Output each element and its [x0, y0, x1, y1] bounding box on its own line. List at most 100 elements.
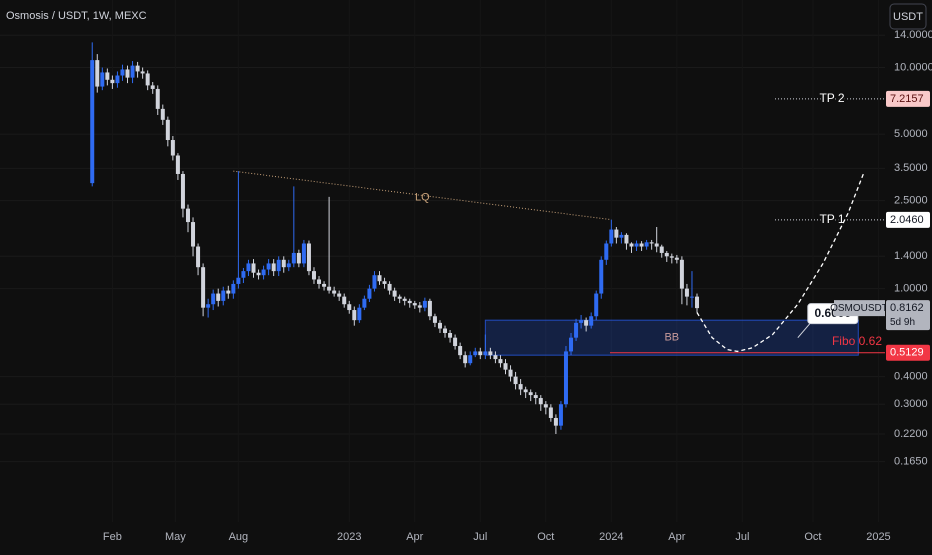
candle-body [241, 271, 246, 278]
candle-body [392, 290, 397, 297]
candle-body [427, 300, 432, 317]
candle-body [684, 288, 689, 297]
candle-body [337, 293, 342, 297]
symbol-tag-label: OSMOUSDT [830, 303, 888, 314]
lq-line [233, 170, 612, 221]
candle-body [387, 283, 392, 291]
x-tick-label: Aug [229, 531, 249, 543]
candle-body [105, 72, 110, 80]
candle-body [493, 355, 498, 360]
projection-path [696, 173, 864, 353]
candle-body [614, 229, 619, 238]
price-tag [886, 344, 930, 361]
candle-body [125, 69, 130, 78]
candle-body [483, 351, 488, 356]
x-tick-label: Oct [804, 531, 821, 543]
candle-body [211, 293, 216, 305]
candle-body [286, 263, 291, 268]
candle-body [251, 263, 256, 273]
candle-body [231, 283, 236, 294]
candle-body [463, 355, 468, 364]
candle-body [533, 395, 538, 399]
candle-body [644, 242, 649, 247]
x-tick-label: Apr [406, 531, 423, 543]
last-price-label: 0.8162 [890, 302, 924, 314]
candle-body [468, 355, 473, 364]
candle-body [236, 277, 241, 284]
y-tick-label: 3.5000 [894, 162, 928, 174]
candle-body [155, 88, 160, 109]
x-tick-label: Oct [537, 531, 554, 543]
candle-body [619, 234, 624, 238]
candle-body [291, 252, 296, 264]
candle-body [382, 281, 387, 284]
zone [484, 319, 859, 356]
candle-body [513, 376, 518, 385]
candle-body [473, 351, 478, 356]
candle-body [634, 243, 639, 247]
candle-body [574, 322, 579, 338]
candle-body [226, 290, 231, 294]
candle-body [407, 300, 412, 304]
candle-body [367, 288, 372, 299]
candle-body [448, 332, 453, 338]
candle-body [584, 320, 589, 326]
chart-title: Osmosis / USDT, 1W, MEXC [6, 10, 147, 22]
candle-body [185, 208, 190, 223]
candle-body [150, 85, 155, 89]
candle-body [135, 65, 140, 72]
candle-body [90, 60, 95, 184]
candle-body [347, 304, 352, 311]
price-tag [886, 211, 930, 228]
candle-body [649, 242, 654, 244]
currency-button[interactable] [889, 3, 927, 30]
y-tick-label: 1.4000 [894, 250, 928, 262]
currency-button-label[interactable]: USDT [893, 11, 923, 23]
candle-body [579, 320, 584, 323]
candle-body [558, 404, 563, 426]
y-tick-label: 0.1650 [894, 456, 928, 468]
candle-body [397, 296, 402, 299]
candle-body [95, 60, 100, 87]
candle-body [256, 272, 261, 276]
candle-body [357, 307, 362, 321]
y-tick-label: 5.0000 [894, 128, 928, 140]
candle-body [246, 263, 251, 272]
candle-body [669, 256, 674, 258]
candle-body [276, 259, 281, 272]
candle-body [689, 296, 694, 298]
candle-body [437, 322, 442, 329]
candle-body [372, 275, 377, 289]
price-tag-label: 2.0460 [890, 214, 924, 226]
candle-body [145, 73, 150, 86]
candle-body [458, 346, 463, 356]
candle-body [120, 69, 125, 76]
candle-body [362, 298, 367, 308]
candle-body [553, 417, 558, 426]
candle-body [679, 259, 684, 289]
countdown-label: 5d 9h [890, 317, 915, 328]
y-tick-label: 1.0000 [894, 283, 928, 295]
y-tick-label: 0.3000 [894, 398, 928, 410]
candle-body [478, 351, 483, 356]
candle-body [352, 310, 357, 321]
candle-body [589, 316, 594, 326]
candle-body [543, 404, 548, 408]
lq-label: LQ [415, 191, 430, 203]
candle-body [417, 305, 422, 308]
symbol-tag [834, 300, 885, 317]
candle-body [130, 65, 135, 78]
y-tick-label: 2.5000 [894, 195, 928, 207]
candle-body [301, 243, 306, 264]
candle-body [175, 155, 180, 174]
candle-body [528, 392, 533, 396]
candle-body [377, 275, 382, 282]
candle-body [664, 252, 669, 257]
candle-body [206, 304, 211, 308]
price-tag [886, 90, 930, 107]
candle-body [306, 243, 311, 272]
target-label: TP 1 [819, 212, 844, 226]
